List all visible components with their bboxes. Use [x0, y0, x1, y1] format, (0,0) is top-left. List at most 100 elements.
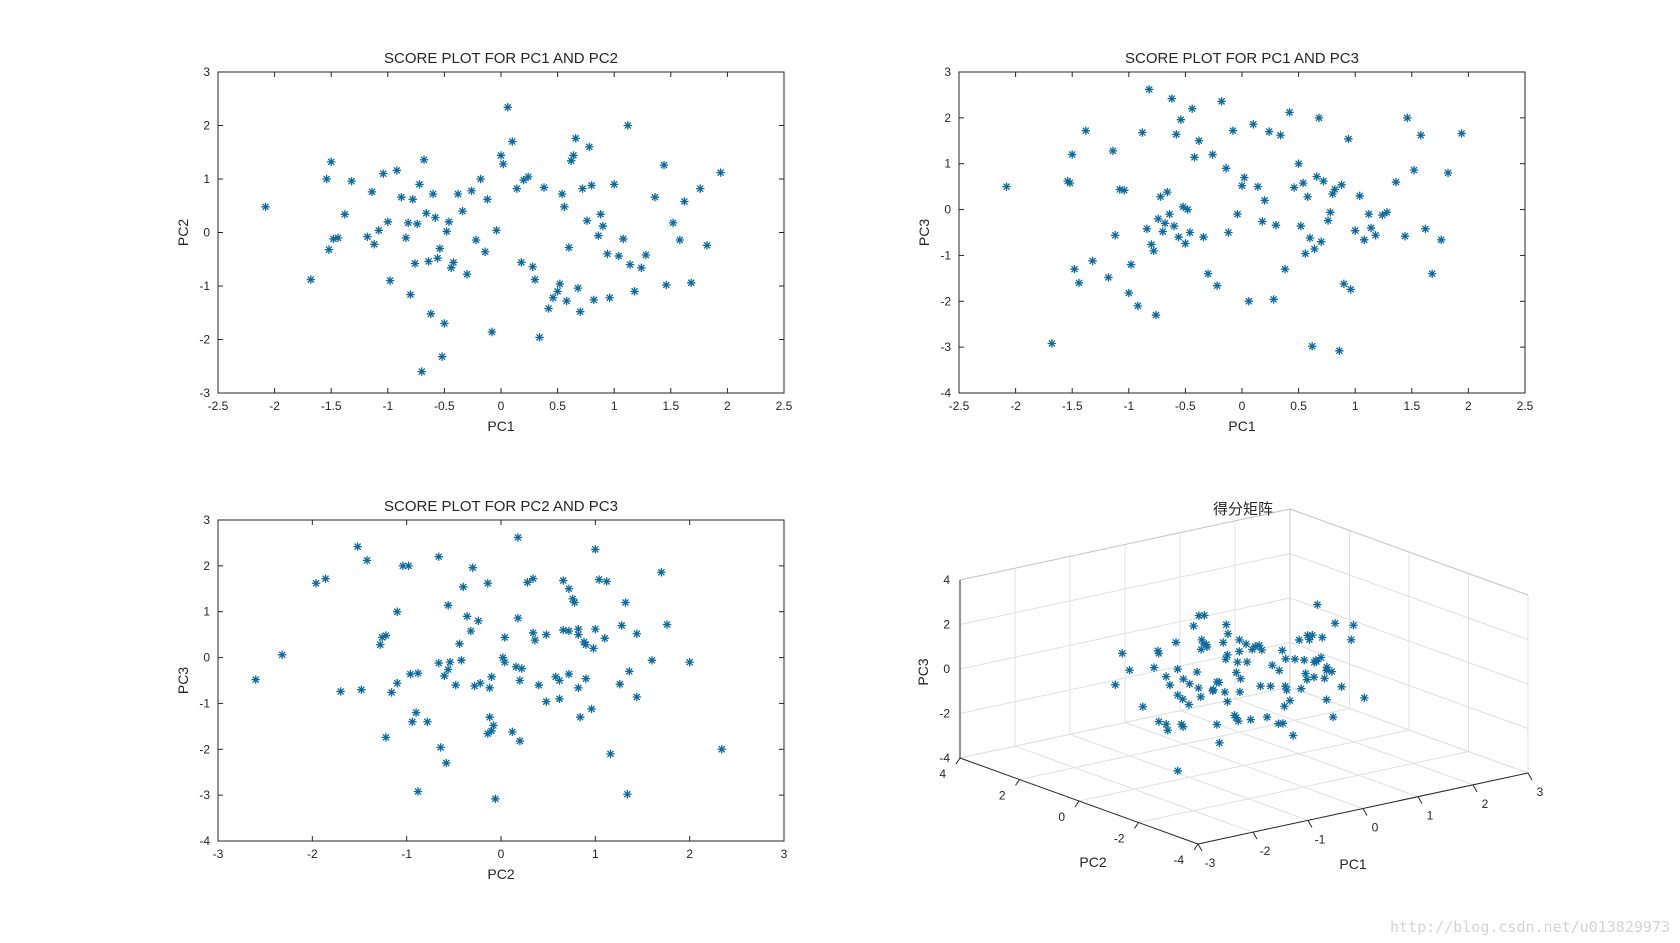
- data-point: [587, 181, 596, 190]
- subplot-pc-3d: 得分矩阵 -3 -2 -1 0 1 2 3 -4 -2 0 2 4 -4 -2 0 2 4 PC1 PC2 PC3: [915, 501, 1544, 872]
- x-tick-label: -1.5: [321, 399, 342, 413]
- data-point: [419, 155, 429, 164]
- data-point: [1081, 126, 1090, 135]
- pc3-tick-label: 4: [943, 573, 950, 587]
- data-point: [446, 263, 456, 273]
- data-point: [499, 159, 508, 169]
- data-point: [632, 629, 642, 638]
- pc1-tick-label: -2: [1260, 844, 1271, 858]
- data-point: [471, 235, 481, 245]
- y-tick-label: -4: [940, 386, 951, 400]
- data-point: [383, 217, 392, 226]
- data-point: [503, 103, 512, 112]
- x-tick-label: 3: [781, 847, 788, 861]
- data-point: [621, 598, 630, 607]
- pc2-tick-mark: [1193, 843, 1199, 851]
- data-point: [1298, 178, 1308, 188]
- data-point: [413, 787, 423, 796]
- data-point: [570, 598, 579, 607]
- data-point: [1289, 183, 1299, 192]
- data-point: [347, 176, 356, 186]
- data-point: [1176, 115, 1186, 124]
- data-point: [1312, 657, 1321, 666]
- data-point: [548, 293, 558, 302]
- data-point: [1151, 310, 1161, 320]
- data-point: [1068, 150, 1077, 159]
- y-tick-label: 3: [944, 65, 951, 79]
- data-point: [1317, 237, 1326, 246]
- data-point: [370, 240, 379, 249]
- data-point: [1301, 669, 1310, 678]
- data-point: [445, 657, 455, 667]
- data-point: [1190, 153, 1199, 162]
- data-point: [603, 249, 612, 259]
- x-tick-label: 1: [611, 399, 618, 413]
- y-tick-label: 1: [203, 172, 210, 186]
- data-point: [515, 676, 525, 685]
- data-point: [1196, 645, 1206, 654]
- data-point: [1253, 182, 1263, 191]
- data-point: [1194, 611, 1204, 620]
- data-point: [1197, 635, 1206, 645]
- data-point: [1322, 695, 1331, 704]
- data-point: [1120, 186, 1129, 195]
- data-point: [496, 151, 506, 160]
- pc2-tick-label: -4: [1173, 853, 1184, 867]
- data-point: [568, 594, 577, 604]
- data-point: [398, 561, 408, 571]
- data-point: [1437, 235, 1446, 245]
- y-tick-label: 0: [203, 226, 210, 240]
- pc2-tick-label: 0: [1058, 810, 1065, 824]
- data-point: [480, 247, 490, 256]
- y-tick-label: -1: [940, 248, 951, 262]
- data-point: [1416, 131, 1426, 140]
- data-point: [1233, 209, 1242, 219]
- data-point: [1337, 682, 1346, 692]
- data-point: [1163, 187, 1172, 197]
- back-wall-grid-line: [959, 597, 1291, 670]
- data-point: [1308, 630, 1317, 640]
- data-point: [1236, 674, 1245, 683]
- data-point: [1323, 216, 1333, 225]
- data-point: [251, 675, 260, 684]
- data-point: [1382, 208, 1392, 217]
- data-point: [1108, 146, 1118, 156]
- data-point: [1319, 176, 1328, 186]
- data-point: [1326, 208, 1335, 217]
- data-point: [662, 280, 671, 290]
- data-point: [1160, 219, 1170, 228]
- x-tick-label: 1: [1352, 399, 1359, 413]
- data-point: [1202, 642, 1212, 652]
- data-point: [468, 563, 477, 572]
- data-point: [1149, 246, 1158, 256]
- data-point: [467, 186, 476, 195]
- side-wall-grid-line: [1289, 597, 1529, 685]
- data-point: [542, 630, 551, 639]
- data-point: [440, 319, 449, 328]
- x-tick-label: -3: [213, 847, 224, 861]
- side-wall-grid-line: [1289, 553, 1529, 640]
- data-point: [1235, 687, 1245, 697]
- data-point: [1427, 269, 1437, 278]
- data-point: [1185, 679, 1194, 689]
- data-point: [381, 631, 391, 640]
- data-point: [1221, 164, 1231, 173]
- data-point: [1337, 180, 1346, 190]
- data-point: [1335, 346, 1344, 356]
- data-point: [367, 187, 377, 197]
- data-point: [1443, 168, 1453, 178]
- side-wall-grid-line: [1289, 642, 1529, 729]
- data-point: [632, 692, 642, 702]
- x-tick-label: -2: [269, 399, 280, 413]
- data-point: [702, 241, 712, 250]
- pc3-axis-label: PC3: [915, 658, 931, 685]
- data-point: [435, 244, 445, 253]
- data-point: [451, 680, 460, 690]
- data-point: [1221, 654, 1231, 664]
- data-point: [411, 708, 421, 717]
- data-point: [1280, 702, 1289, 711]
- data-point: [1309, 672, 1319, 682]
- data-point: [1313, 600, 1322, 609]
- data-point: [1173, 664, 1182, 674]
- x-tick-label: 1.5: [662, 399, 679, 413]
